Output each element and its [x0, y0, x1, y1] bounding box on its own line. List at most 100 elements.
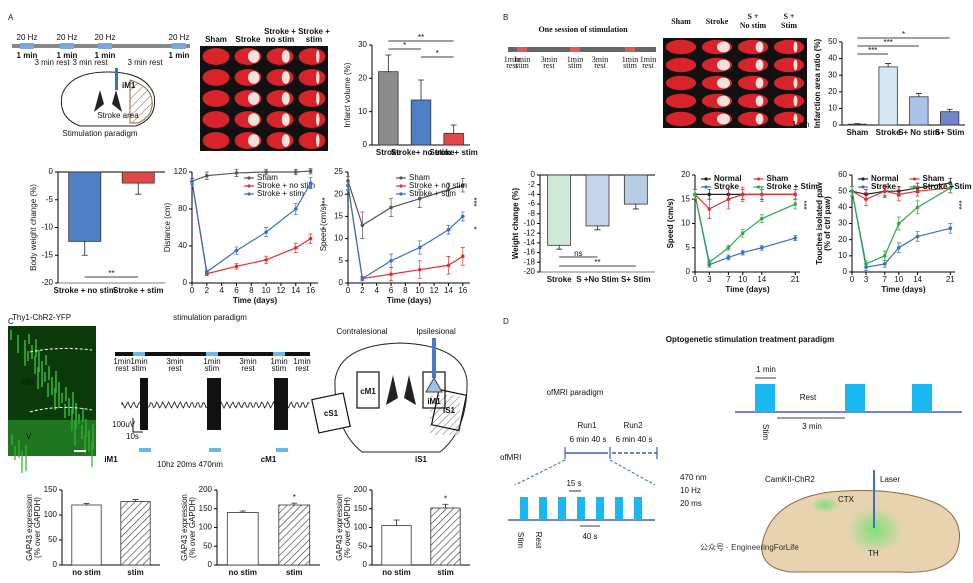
scale-bar [132, 418, 143, 433]
x-tick-label: Stroke [547, 275, 572, 284]
light-cone [425, 376, 443, 393]
label: Stroke + [264, 27, 296, 36]
infarct [717, 77, 730, 89]
error-bar [632, 204, 639, 210]
label: 10hz 20ms 470nm [157, 460, 223, 469]
neuron [37, 367, 39, 389]
label: rest [241, 364, 255, 373]
neuron [54, 388, 56, 410]
error-bar [291, 502, 298, 505]
panel-label: A [8, 13, 14, 22]
bar [443, 132, 464, 146]
label: Run2 [623, 421, 643, 430]
point [417, 267, 422, 272]
infarct [316, 71, 320, 84]
legend-label: Stroke + no stim [257, 181, 315, 190]
infarct [248, 113, 260, 126]
point [740, 231, 745, 235]
x-tick-label: no stim [382, 568, 410, 577]
label: rest [543, 61, 555, 70]
infarct [316, 134, 320, 147]
point [389, 272, 393, 276]
y-tick-label: 10 [838, 251, 847, 260]
point [897, 221, 901, 226]
label: Thy1-ChR2-YFP [12, 313, 71, 322]
error-bar [393, 519, 400, 526]
label: ofMRI [500, 453, 521, 462]
error-bar [450, 124, 457, 134]
brain-slice [773, 57, 805, 73]
y-tick-label: -5 [46, 195, 54, 204]
legend-marker [704, 177, 708, 181]
y-axis-label: Body weight change (%) [29, 184, 38, 271]
y-tick-label: 0 [833, 120, 838, 129]
y-tick-label: 30 [358, 40, 367, 49]
stim-segment [517, 47, 527, 52]
stim-segment [273, 352, 285, 356]
error-bar [946, 108, 953, 112]
point [461, 254, 465, 259]
infarct [793, 41, 798, 53]
y-tick-label: -14 [523, 238, 535, 247]
legend-marker [399, 184, 403, 188]
x-tick-label: 8 [403, 286, 408, 295]
region-box [356, 371, 380, 409]
stim-segment [20, 43, 34, 49]
label: Stroke area [97, 111, 139, 120]
stim-segment [98, 43, 112, 49]
y-tick-label: 0 [686, 267, 691, 276]
x-tick-label: no stim [72, 568, 100, 577]
chart-title: iM1 [104, 455, 118, 464]
label: 20 ms [680, 499, 702, 508]
x-tick-label: Stroke+ stim [430, 148, 478, 157]
x-tick-label: Stroke [876, 128, 901, 137]
y-tick-label: 50 [358, 541, 367, 550]
x-tick-label: 12 [430, 286, 439, 295]
series-line [851, 187, 951, 200]
x-tick-label: 10 [262, 286, 271, 295]
significance-label: * [444, 494, 447, 503]
point [446, 263, 451, 268]
label: Stroke [236, 35, 261, 44]
label: cM1 [360, 387, 376, 396]
legend-label: Sham [923, 174, 945, 183]
y-tick-label: 0 [49, 167, 54, 176]
legend-label: Sham [767, 174, 789, 183]
y-tick-label: 40 [828, 54, 837, 63]
stroke-area [129, 79, 153, 124]
y-tick-label: 200 [354, 485, 368, 494]
label: 40 s [582, 532, 597, 541]
error-bar [135, 183, 142, 195]
legend-marker [861, 185, 865, 189]
x-tick-label: 2 [205, 286, 210, 295]
burst [207, 378, 221, 430]
y-tick-label: -10 [41, 223, 53, 232]
significance-label: * [317, 226, 326, 229]
stim-segment [570, 47, 580, 52]
infarct [717, 41, 730, 53]
significance-label: ns [574, 249, 582, 258]
point [897, 192, 901, 197]
y-axis-label: Speed (cm/s) [319, 203, 328, 251]
y-tick-label: 50 [203, 541, 212, 550]
y-tick-label: 5 [686, 243, 691, 252]
zoom-line [514, 459, 566, 486]
label: 1min [113, 357, 130, 366]
pulse [539, 497, 547, 520]
brain-slice [298, 69, 326, 86]
region-box [311, 392, 351, 434]
x-tick-label: 3 [707, 275, 712, 284]
y-tick-label: 20 [828, 87, 837, 96]
series-line [694, 194, 796, 264]
x-tick-label: stim [127, 568, 143, 577]
neuron [35, 339, 37, 357]
infarct [755, 77, 764, 89]
label: Laser [880, 475, 900, 484]
fiber [115, 68, 118, 90]
brain-slice [202, 90, 230, 107]
x-tick-label: 21 [791, 275, 800, 284]
neuron [48, 366, 50, 380]
point [389, 259, 393, 263]
point [707, 260, 712, 265]
watermark: 公众号 · EngineeringForLife [700, 543, 799, 552]
